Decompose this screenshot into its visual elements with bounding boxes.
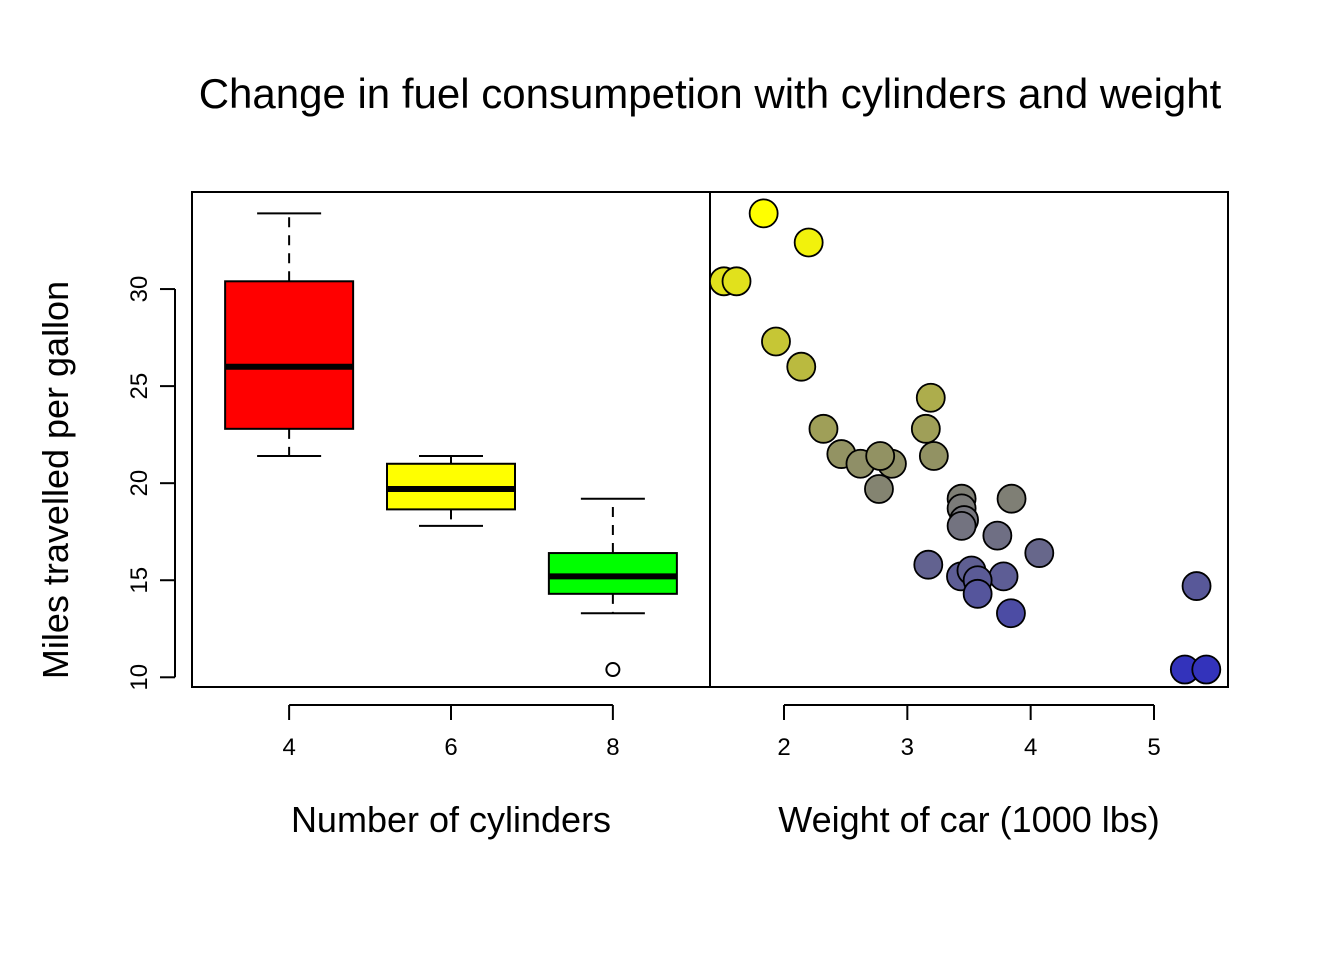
scatter-point bbox=[808, 413, 839, 444]
scatter-x-tick-label: 3 bbox=[901, 734, 914, 761]
y-tick-label: 10 bbox=[126, 664, 153, 691]
boxplot-x-axis-title: Number of cylinders bbox=[291, 799, 611, 840]
scatter-point bbox=[864, 474, 894, 504]
y-tick-label: 30 bbox=[126, 276, 153, 303]
y-tick-label: 20 bbox=[126, 470, 153, 497]
scatter-x-axis: 2 3 4 5 bbox=[777, 704, 1161, 761]
interquartile-box bbox=[224, 280, 355, 430]
scatter-point bbox=[918, 441, 949, 471]
boxplot-x-tick-label: 6 bbox=[444, 734, 457, 761]
scatter-point bbox=[996, 483, 1027, 514]
scatter-point bbox=[721, 266, 752, 297]
scatter-point bbox=[913, 549, 944, 580]
boxplot-x-axis: 4 6 8 bbox=[282, 704, 620, 761]
scatter-x-tick-label: 5 bbox=[1147, 734, 1160, 761]
scatter-point bbox=[1024, 538, 1055, 568]
scatter-x-tick-label: 2 bbox=[777, 734, 790, 761]
scatter-point bbox=[982, 520, 1013, 551]
scatter-panel: 2 3 4 5 Weight of car (1000 lbs) bbox=[709, 191, 1229, 840]
y-axis-title: Miles travelled per gallon bbox=[35, 281, 76, 679]
y-axis: 10 15 20 25 30 bbox=[126, 276, 176, 691]
scatter-x-axis-title: Weight of car (1000 lbs) bbox=[778, 799, 1160, 840]
boxplot-x-tick-label: 8 bbox=[606, 734, 619, 761]
scatter-point bbox=[1191, 654, 1222, 685]
scatter-points bbox=[709, 198, 1222, 685]
boxplot-x-tick-label: 4 bbox=[282, 734, 295, 761]
scatter-point bbox=[748, 198, 779, 229]
scatter-point bbox=[915, 382, 946, 413]
box-6 bbox=[386, 455, 516, 527]
scatter-point bbox=[910, 413, 941, 444]
scatter-point bbox=[786, 351, 817, 382]
chart-title: Change in fuel consumpetion with cylinde… bbox=[199, 70, 1222, 117]
scatter-point bbox=[988, 561, 1019, 592]
scatter-point bbox=[996, 598, 1026, 629]
scatter-x-tick-label: 4 bbox=[1024, 734, 1037, 761]
scatter-panel-frame bbox=[709, 191, 1229, 688]
y-tick-label: 25 bbox=[126, 373, 153, 400]
scatter-point bbox=[865, 441, 896, 471]
scatter-point bbox=[962, 578, 993, 609]
outlier-point bbox=[605, 662, 621, 678]
scatter-point bbox=[793, 227, 824, 258]
scatter-point bbox=[946, 510, 977, 541]
y-tick-label: 15 bbox=[126, 567, 153, 594]
box-8 bbox=[547, 497, 678, 678]
boxplot-panel: 10 15 20 25 30 4 6 8 Number of cylinders bbox=[126, 191, 711, 840]
boxplot-boxes bbox=[224, 212, 678, 678]
box-4 bbox=[224, 212, 355, 457]
scatter-point bbox=[1181, 571, 1212, 601]
scatter-point bbox=[761, 326, 791, 357]
